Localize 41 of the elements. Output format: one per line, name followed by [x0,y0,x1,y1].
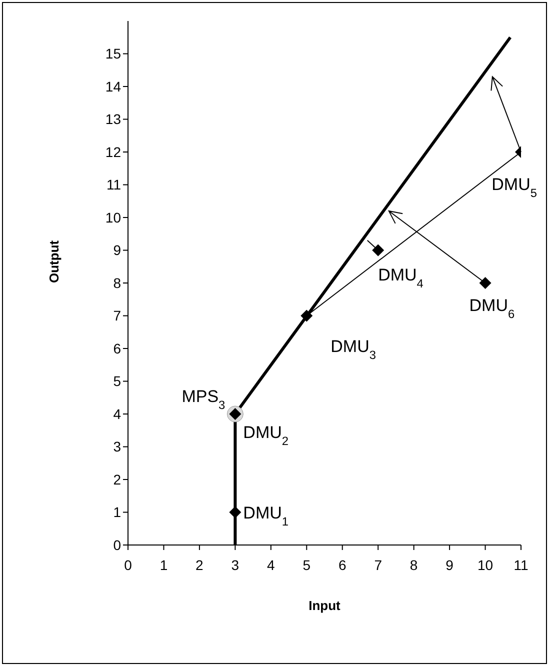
x-tick-label: 10 [477,556,494,573]
y-tick-label: 1 [113,504,122,520]
annotation: DMU$_{4}$ [378,265,424,290]
y-tick-label: 9 [113,242,122,258]
point [372,244,384,256]
y-tick-label: 2 [113,471,122,488]
y-tick-label: 0 [113,536,122,553]
x-tick-label: 8 [410,556,418,573]
x-tick-label: 4 [267,556,276,573]
y-tick-label: 12 [105,144,122,160]
point [479,277,492,289]
x-axis-title: Input [308,598,342,613]
annotation: MPS$_{3}$ [182,387,226,412]
x-tick-label: 2 [196,556,204,573]
annotation: DMU$_{3}$ [330,336,376,362]
x-tick-label: 1 [160,556,168,573]
x-tick-label: 11 [514,556,528,573]
annotation: DMU$_{5}$ [492,175,538,200]
point [229,506,242,518]
x-tick-label: 5 [302,556,311,573]
y-tick-label: 7 [113,308,122,324]
y-tick-label: 5 [113,373,122,390]
x-tick-label: 7 [374,556,382,573]
x-tick-label: 9 [446,556,454,573]
x-tick-label: 6 [338,556,346,573]
y-tick-label: 13 [105,111,122,128]
x-tick-label: 0 [124,556,132,573]
annotation: DMU$_{6}$ [469,296,515,321]
y-tick-label: 15 [105,46,122,62]
y-tick-label: 3 [113,438,122,455]
annotation: DMU$_{1}$ [243,503,289,528]
y-tick-label: 4 [113,406,122,422]
y-tick-label: 6 [113,340,122,356]
y-tick-label: 11 [106,176,122,193]
point [300,310,313,322]
y-tick-label: 10 [105,209,122,226]
y-tick-label: 14 [105,78,122,94]
y-tick-label: 8 [113,274,122,291]
annotation: DMU$_{2}$ [243,423,289,448]
y-axis-title: Output [46,240,62,283]
x-tick-label: 3 [231,556,240,573]
